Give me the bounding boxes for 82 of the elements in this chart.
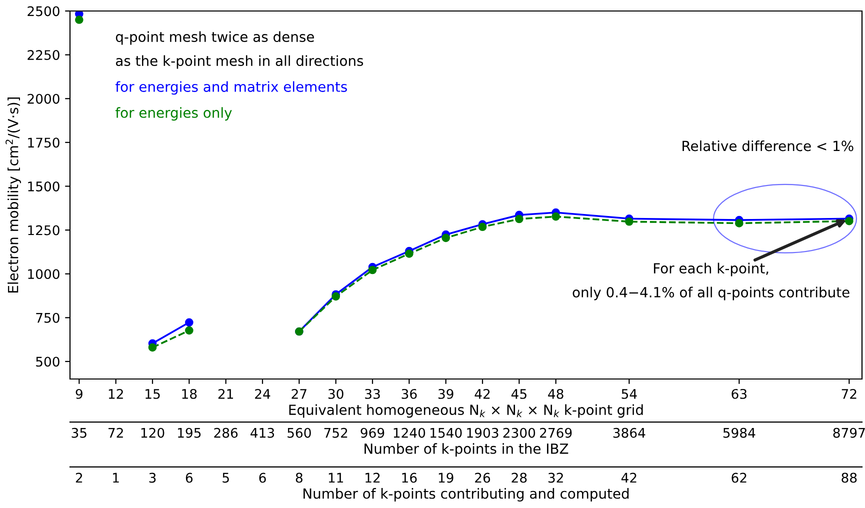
annotation: Relative difference < 1% <box>682 140 854 152</box>
text: 1240 <box>394 428 426 438</box>
x-tick-label: 15 <box>146 389 160 399</box>
text: 19 <box>438 472 454 483</box>
y-tick-label: 500 <box>36 356 60 367</box>
text: 6 <box>259 472 266 483</box>
text: 28 <box>512 472 527 483</box>
x-tick-label: 30 <box>328 388 344 399</box>
x-tick-label: 24 <box>255 388 270 399</box>
text: 5984 <box>723 428 756 438</box>
point <box>552 212 560 221</box>
x-tick-label: 36 <box>402 388 417 399</box>
x-tick-label: 18 <box>182 388 197 399</box>
y-axis-title: Electron mobility [cm$^{2}$/(V·s)] <box>6 97 22 292</box>
y-tick-label: 1000 <box>28 269 60 280</box>
text: Number of k-points contributing and computed <box>304 488 629 502</box>
y-tick-label: 2500 <box>28 6 60 16</box>
text: 42 <box>621 472 636 483</box>
y-tick-label: 750 <box>36 312 60 323</box>
point <box>148 343 157 352</box>
point <box>405 250 414 258</box>
text: 1903 <box>467 428 498 438</box>
x-tick-label: 42 <box>474 388 490 399</box>
text: for energies and matrix elements <box>115 81 347 95</box>
point <box>185 326 194 335</box>
text: 6 <box>186 472 193 483</box>
text: 195 <box>178 428 201 438</box>
y-tick-label: 1500 <box>28 181 60 192</box>
point <box>625 217 634 226</box>
text: 2 <box>76 472 82 483</box>
text: 969 <box>360 428 384 438</box>
point <box>845 216 854 226</box>
text: 2769 <box>540 428 572 438</box>
point <box>75 16 84 24</box>
text: 560 <box>288 428 311 438</box>
y-tick-label: 1750 <box>28 138 60 148</box>
x-tick-label: 39 <box>438 388 454 399</box>
text: 32 <box>548 472 563 483</box>
x-tick-label: 12 <box>108 388 123 399</box>
text: 12 <box>366 472 380 483</box>
x-tick-label: 33 <box>365 388 380 399</box>
x-tick-label: 21 <box>218 388 234 399</box>
text: 752 <box>324 428 348 438</box>
text: 413 <box>250 428 274 438</box>
text: for energies only <box>115 107 232 121</box>
y-tick-label: 2250 <box>28 50 60 60</box>
text: 2300 <box>503 428 536 438</box>
point <box>515 214 524 224</box>
x-tick-label: 63 <box>732 388 747 399</box>
point <box>185 318 194 327</box>
text: 5 <box>222 472 229 483</box>
x-axis-title: Equivalent homogeneous N$_{k}$ × N$_{k}$ × N$_{k}$ k-point grid <box>289 404 643 418</box>
y-tick-label: 1250 <box>28 225 60 236</box>
text: 72 <box>108 428 123 438</box>
text: 1540 <box>430 428 462 438</box>
x-tick-label: 48 <box>548 388 564 399</box>
text: 120 <box>141 428 164 438</box>
text: 1 <box>113 472 119 483</box>
x-tick-label: 72 <box>842 388 856 399</box>
text: 3864 <box>613 428 646 438</box>
text: 62 <box>732 472 746 483</box>
point <box>368 266 377 274</box>
point <box>442 234 450 242</box>
text: Number of k-points in the IBZ <box>364 443 568 457</box>
text: 8 <box>296 472 302 483</box>
point <box>735 219 744 228</box>
point <box>478 222 487 232</box>
x-tick-label: 45 <box>511 389 526 399</box>
x-tick-label: 9 <box>76 388 82 399</box>
text: 16 <box>402 472 417 483</box>
legend-title: q-point mesh twice as dense as the k-point mesh in all directions <box>116 31 364 69</box>
x-tick-label: 27 <box>292 388 306 399</box>
y-tick-label: 2000 <box>28 94 60 104</box>
text: 88 <box>842 472 857 483</box>
annotation: For each k-point, only 0.4−4.1% of all q-points contribute <box>572 262 850 300</box>
text: 286 <box>214 428 238 438</box>
text: 8797 <box>833 428 865 438</box>
text: 35 <box>72 428 86 438</box>
x-tick-label: 54 <box>622 389 637 399</box>
text: 11 <box>328 472 344 483</box>
text: 26 <box>475 472 490 483</box>
text: 3 <box>149 472 156 483</box>
